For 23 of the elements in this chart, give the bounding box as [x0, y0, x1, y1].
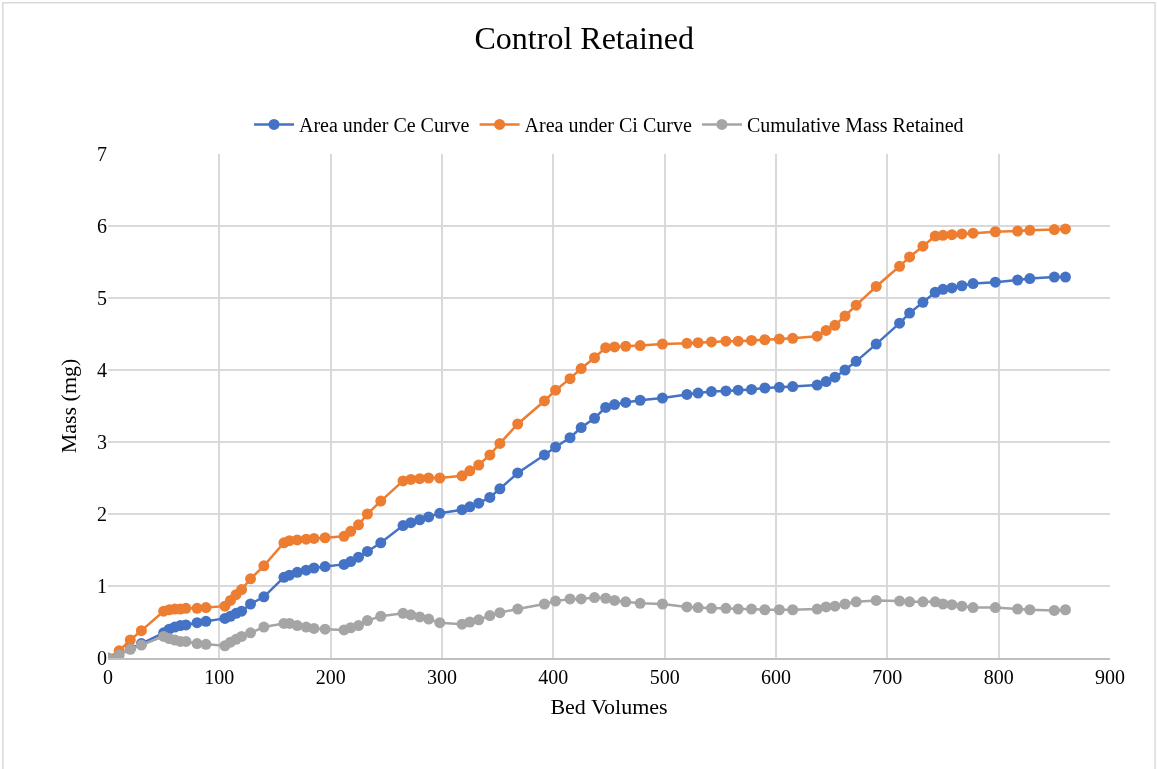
y-tick-label: 0 [97, 647, 107, 669]
x-tick-label: 700 [872, 665, 903, 688]
x-tick-label: 600 [761, 665, 791, 688]
y-tick-label: 6 [97, 215, 107, 237]
x-tick-label: 500 [649, 665, 680, 688]
x-tick-label: 200 [315, 665, 346, 688]
legend-label: Area under Ci Curve [524, 114, 692, 137]
y-tick-label: 5 [97, 287, 107, 309]
x-tick-label: 300 [427, 665, 457, 688]
y-tick-label: 3 [97, 431, 107, 453]
y-tick-label: 7 [97, 143, 107, 165]
y-tick-label: 4 [97, 359, 107, 381]
y-tick-label: 2 [97, 503, 107, 525]
x-tick-label: 800 [983, 665, 1014, 688]
x-tick-label: 400 [538, 665, 569, 688]
chart-title: Control Retained [474, 20, 695, 57]
x-axis-title: Bed Volumes [550, 694, 668, 720]
x-tick-label: 100 [204, 665, 235, 688]
y-axis-title: Mass (mg) [55, 358, 81, 454]
y-tick-label: 1 [97, 575, 107, 597]
x-tick-label: 900 [1095, 665, 1125, 688]
legend-label: Area under Ce Curve [299, 114, 470, 137]
legend-label: Cumulative Mass Retained [746, 114, 964, 137]
